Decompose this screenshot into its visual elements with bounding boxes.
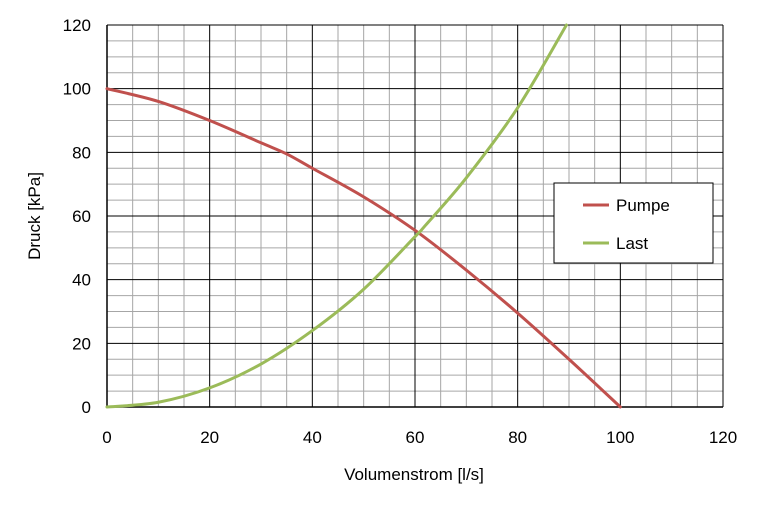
series-layer bbox=[105, 23, 622, 409]
y-tick-label: 120 bbox=[63, 16, 91, 35]
x-tick-label: 40 bbox=[303, 428, 322, 447]
legend-label-pumpe: Pumpe bbox=[616, 196, 670, 215]
legend-box bbox=[553, 182, 714, 264]
legend: Pumpe Last bbox=[553, 182, 714, 264]
y-axis-title: Druck [kPa] bbox=[25, 172, 44, 260]
x-tick-label: 80 bbox=[508, 428, 527, 447]
y-tick-labels: 0 20 40 60 80 100 120 bbox=[63, 16, 91, 417]
y-tick-label: 40 bbox=[72, 271, 91, 290]
y-tick-label: 0 bbox=[82, 398, 91, 417]
x-tick-label: 60 bbox=[406, 428, 425, 447]
legend-label-last: Last bbox=[616, 234, 648, 253]
x-tick-label: 120 bbox=[709, 428, 737, 447]
series-line-pumpe bbox=[105, 87, 622, 409]
x-tick-labels: 0 20 40 60 80 100 120 bbox=[102, 428, 737, 447]
x-tick-label: 20 bbox=[200, 428, 219, 447]
y-tick-label: 20 bbox=[72, 334, 91, 353]
series-line-last bbox=[105, 23, 568, 409]
y-tick-label: 60 bbox=[72, 207, 91, 226]
y-tick-label: 80 bbox=[72, 143, 91, 162]
x-tick-label: 100 bbox=[606, 428, 634, 447]
x-axis-title: Volumenstrom [l/s] bbox=[344, 465, 484, 484]
x-tick-label: 0 bbox=[102, 428, 111, 447]
y-tick-label: 100 bbox=[63, 80, 91, 99]
